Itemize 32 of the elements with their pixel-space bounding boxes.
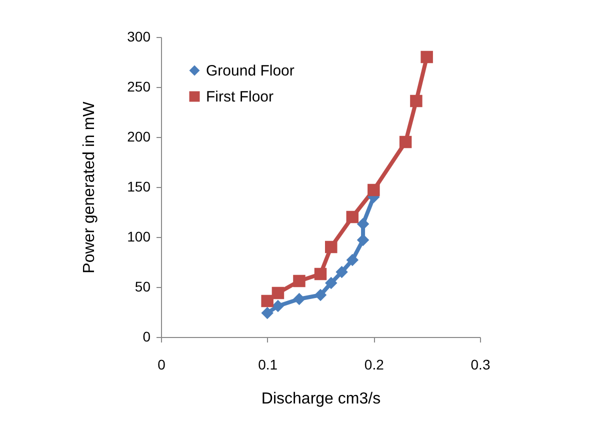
y-tick-label: 250 <box>127 78 151 94</box>
y-tick-label: 150 <box>127 178 151 194</box>
y-tick-label: 100 <box>127 228 151 244</box>
x-tick-label: 0 <box>158 356 166 372</box>
point <box>261 294 274 308</box>
point <box>293 274 306 288</box>
y-tick-label: 200 <box>127 128 151 144</box>
y-axis-title: Power generated in mW <box>81 100 98 274</box>
point <box>293 292 306 306</box>
point <box>368 184 380 196</box>
y-tick-label: 0 <box>142 328 151 344</box>
point <box>336 266 348 278</box>
point <box>272 300 284 312</box>
point <box>272 286 284 300</box>
x-tick-label: 0.1 <box>258 356 278 372</box>
x-tick-label: 0.2 <box>364 356 384 372</box>
point <box>410 94 422 108</box>
legend-label: Ground Floor <box>206 62 294 80</box>
point <box>346 254 359 266</box>
x-axis-title: Discharge cm3/s <box>261 390 381 408</box>
point <box>346 210 359 224</box>
point <box>314 288 327 302</box>
point <box>314 268 327 280</box>
legend-label: First Floor <box>206 88 274 106</box>
point <box>325 276 338 290</box>
point <box>399 136 412 148</box>
y-tick-label: 50 <box>134 278 151 294</box>
point <box>261 306 274 320</box>
x-tick-label: 0.3 <box>470 356 490 372</box>
y-tick-label: 300 <box>127 28 151 44</box>
point <box>325 240 338 254</box>
point <box>420 50 433 64</box>
